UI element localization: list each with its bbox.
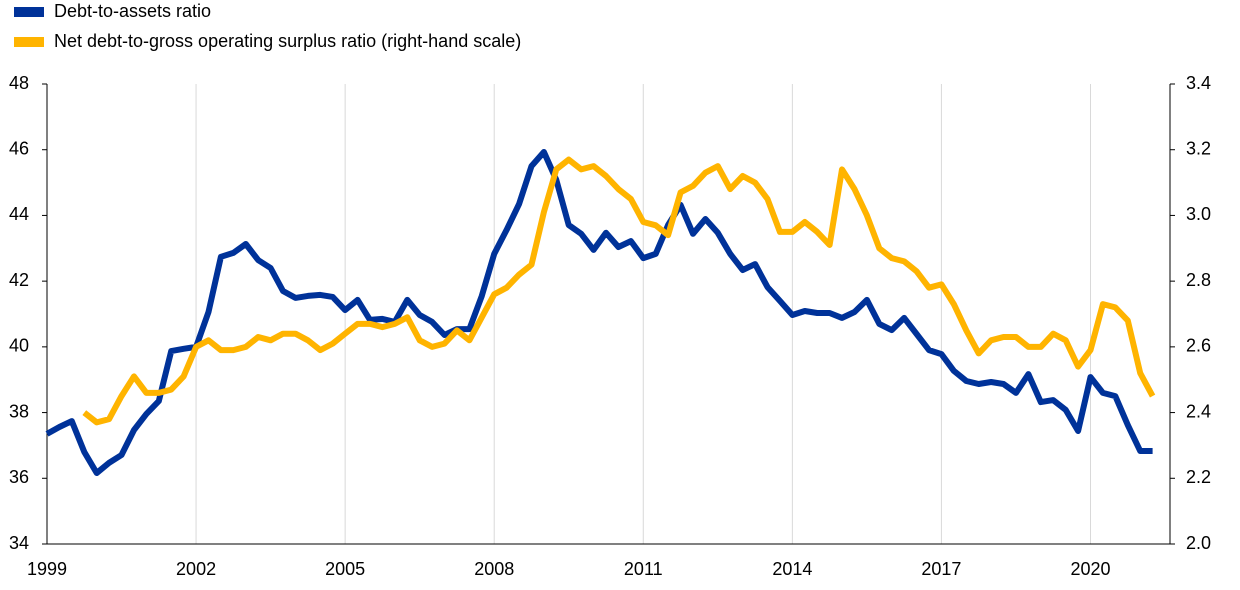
- y2-tick-label: 2.2: [1186, 467, 1211, 487]
- x-tick-label: 2008: [474, 559, 514, 579]
- legend-swatch: [14, 7, 44, 17]
- y2-tick-label: 3.2: [1186, 138, 1211, 158]
- y-tick-label: 38: [9, 401, 29, 421]
- legend-label: Debt-to-assets ratio: [54, 1, 211, 21]
- y-tick-label: 48: [9, 73, 29, 93]
- y-tick-label: 42: [9, 270, 29, 290]
- y2-tick-label: 3.0: [1186, 204, 1211, 224]
- series-line: [45, 149, 1153, 476]
- y-tick-label: 40: [9, 336, 29, 356]
- legend-label: Net debt-to-gross operating surplus rati…: [54, 31, 521, 51]
- x-tick-label: 2002: [176, 559, 216, 579]
- x-tick-label: 2017: [921, 559, 961, 579]
- x-tick-label: 2014: [772, 559, 812, 579]
- y2-tick-label: 2.0: [1186, 533, 1211, 553]
- series-line: [82, 156, 1156, 426]
- y2-tick-label: 3.4: [1186, 73, 1211, 93]
- y-tick-label: 34: [9, 533, 29, 553]
- y2-tick-label: 2.4: [1186, 401, 1211, 421]
- x-tick-label: 1999: [27, 559, 67, 579]
- y2-tick-label: 2.8: [1186, 270, 1211, 290]
- y2-tick-label: 2.6: [1186, 336, 1211, 356]
- x-tick-label: 2020: [1070, 559, 1110, 579]
- y-tick-label: 46: [9, 138, 29, 158]
- y-tick-label: 44: [9, 204, 29, 224]
- y-tick-label: 36: [9, 467, 29, 487]
- x-tick-label: 2005: [325, 559, 365, 579]
- legend-swatch: [14, 37, 44, 47]
- x-tick-label: 2011: [624, 559, 663, 579]
